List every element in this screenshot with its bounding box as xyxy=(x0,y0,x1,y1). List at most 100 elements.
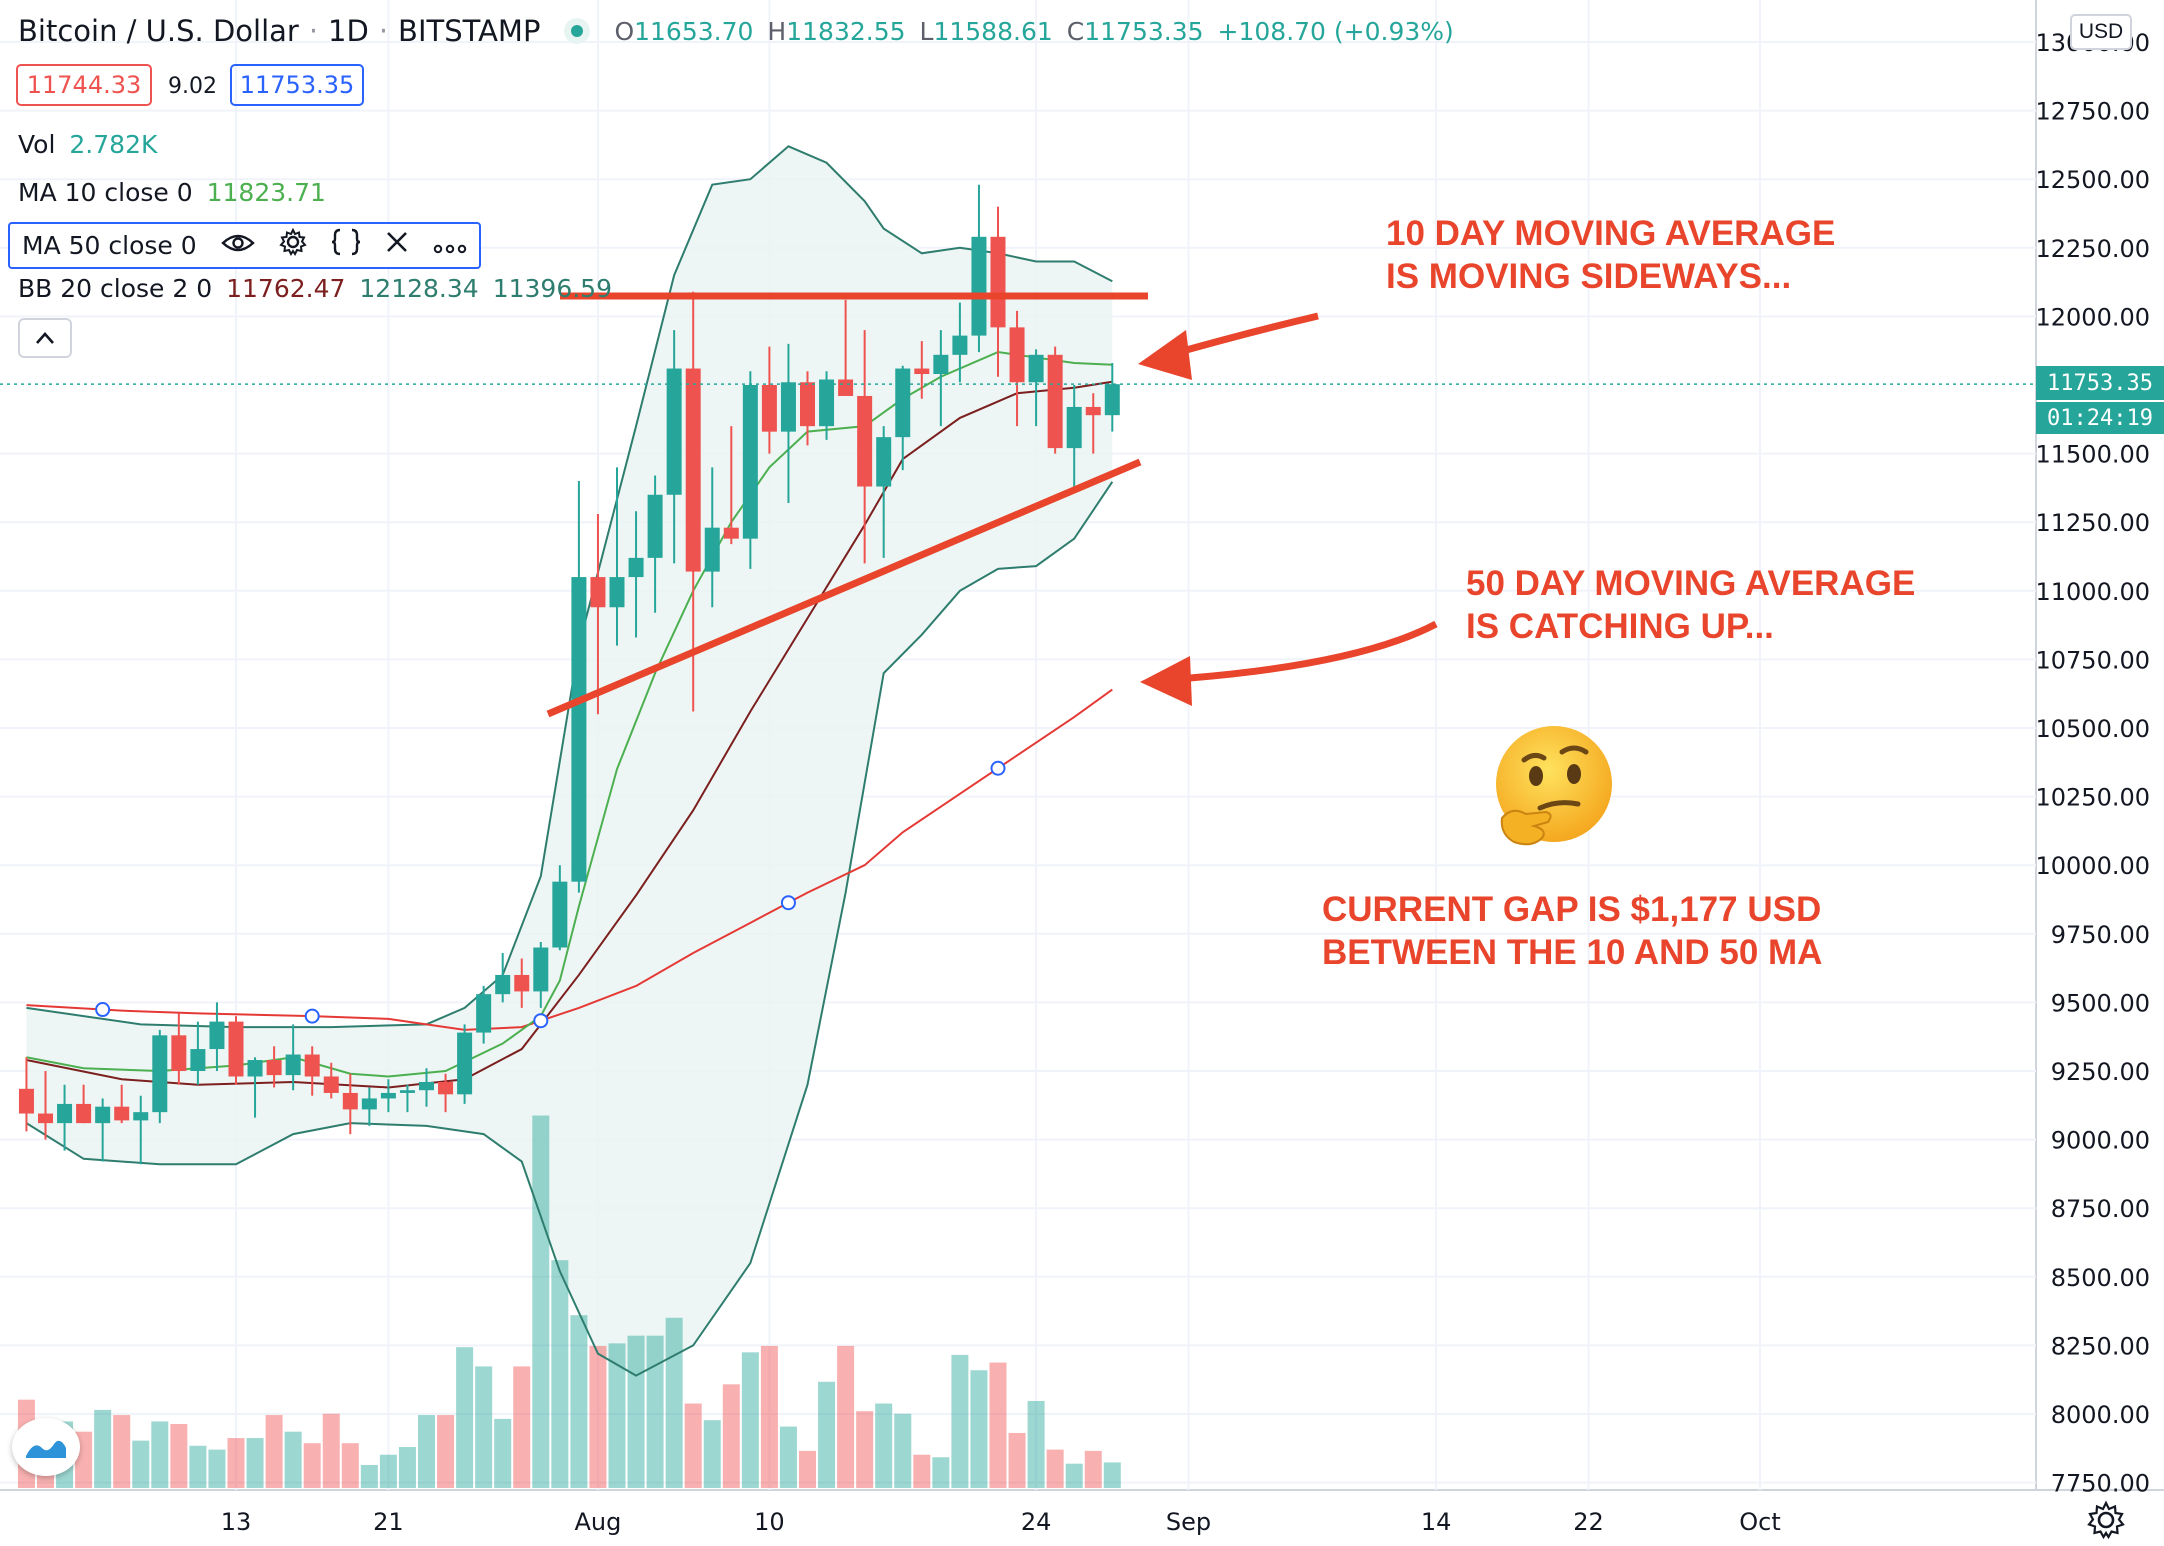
volume-bar xyxy=(151,1421,169,1488)
candle-body xyxy=(476,994,492,1033)
price-tick-label: 12750.00 xyxy=(2035,98,2150,126)
candle xyxy=(419,1068,434,1107)
volume-bar xyxy=(360,1464,378,1488)
candle-body xyxy=(38,1113,53,1124)
ma10-legend[interactable]: MA 10 close 0 11823.71 xyxy=(18,178,326,207)
spread-value: 9.02 xyxy=(168,74,217,99)
volume-bar xyxy=(646,1335,664,1488)
candle xyxy=(266,1046,282,1088)
braces-icon[interactable] xyxy=(331,228,361,263)
ma50-marker xyxy=(533,1013,549,1029)
candle xyxy=(647,475,663,613)
annotation-gap-line1: CURRENT GAP IS $1,177 USD xyxy=(1322,890,1822,929)
time-axis: 13 21 Aug 10 24 Sep 14 22 Oct xyxy=(221,1508,1781,1536)
chart-settings-gear-icon[interactable] xyxy=(2086,1500,2126,1540)
open-value: O11653.70 xyxy=(614,16,754,46)
bb-lower-value: 11396.59 xyxy=(492,274,612,303)
candle-body xyxy=(1104,384,1120,416)
candle-body xyxy=(952,335,968,355)
volume-value: 2.782K xyxy=(69,130,158,159)
candle xyxy=(609,467,625,646)
candle-body xyxy=(780,382,796,432)
volume-bar xyxy=(437,1415,455,1488)
ma10-value: 11823.71 xyxy=(206,178,326,207)
volume-legend[interactable]: Vol 2.782K xyxy=(18,130,157,159)
candle xyxy=(628,511,644,638)
candle-body xyxy=(800,382,815,427)
candle-body xyxy=(571,577,587,882)
candle xyxy=(1047,346,1063,454)
candle-body xyxy=(628,557,644,578)
price-tick-label: 9500.00 xyxy=(2051,989,2150,1017)
candle xyxy=(819,371,835,440)
gear-icon[interactable] xyxy=(278,227,307,263)
close-value: C11753.35 xyxy=(1066,16,1204,46)
candle xyxy=(18,1057,34,1132)
volume-bar xyxy=(875,1403,893,1488)
candle-body xyxy=(971,236,987,336)
volume-bar xyxy=(951,1354,969,1488)
price-tick-label: 12000.00 xyxy=(2035,303,2150,331)
candle xyxy=(971,184,987,353)
candle-body xyxy=(133,1112,149,1121)
more-icon[interactable] xyxy=(433,231,467,261)
close-icon[interactable] xyxy=(385,230,409,261)
candle-body xyxy=(647,494,663,558)
candle-body xyxy=(838,379,854,396)
separator: · xyxy=(308,14,319,48)
candle-body xyxy=(723,527,739,539)
candle-body xyxy=(895,368,911,438)
candle-body xyxy=(76,1103,92,1124)
candle xyxy=(857,330,873,564)
ma50-line xyxy=(26,688,1113,1031)
currency-selector[interactable]: USD xyxy=(2070,14,2132,50)
volume-bar xyxy=(703,1420,721,1488)
price-tick-label: 12250.00 xyxy=(2035,235,2150,263)
ma50-legend[interactable]: MA 50 close 0 xyxy=(8,222,481,269)
sell-price-button[interactable]: 11744.33 xyxy=(16,64,152,106)
candle-body xyxy=(399,1090,415,1093)
symbol-name[interactable]: Bitcoin / U.S. Dollar xyxy=(18,14,299,48)
candle xyxy=(1085,393,1101,454)
bollinger-band-area xyxy=(26,146,1113,1376)
buy-price-button[interactable]: 11753.35 xyxy=(230,64,364,106)
candle xyxy=(361,1087,377,1126)
ma50-label: MA 50 close 0 xyxy=(22,231,197,260)
candle-body xyxy=(685,368,701,572)
volume-bar xyxy=(113,1415,131,1488)
eye-icon[interactable] xyxy=(220,231,255,261)
candle-body xyxy=(285,1054,301,1076)
candle-body xyxy=(514,974,530,992)
volume-bar xyxy=(1008,1432,1026,1488)
volume-label: Vol xyxy=(18,130,56,159)
candle-body xyxy=(590,577,606,608)
volume-bar xyxy=(665,1317,683,1488)
price-tick-label: 7750.00 xyxy=(2051,1470,2150,1498)
candle-body xyxy=(457,1032,473,1095)
candle-body xyxy=(666,368,682,495)
price-tick-label: 12500.00 xyxy=(2035,166,2150,194)
annotation-10ma-line1: 10 DAY MOVING AVERAGE xyxy=(1386,214,1836,253)
candle xyxy=(476,985,492,1044)
candle xyxy=(380,1079,396,1113)
price-tick-label: 11250.00 xyxy=(2035,509,2150,537)
arrow-50ma-shaft xyxy=(1189,620,1438,682)
candle xyxy=(38,1071,53,1140)
volume-bar xyxy=(684,1403,702,1488)
candle xyxy=(1066,385,1082,487)
candle-body xyxy=(304,1054,320,1077)
bollinger-legend[interactable]: BB 20 close 2 0 11762.47 12128.34 11396.… xyxy=(18,274,612,303)
collapse-legend-button[interactable] xyxy=(18,318,72,358)
candle-body xyxy=(114,1106,130,1121)
candle-body xyxy=(1009,327,1025,383)
interval[interactable]: 1D xyxy=(328,14,369,48)
candle xyxy=(685,291,701,712)
time-tick-label: Oct xyxy=(1739,1508,1781,1536)
price-tick-label: 10750.00 xyxy=(2035,646,2150,674)
volume-bar xyxy=(551,1260,569,1488)
candle-body xyxy=(171,1035,187,1071)
annotation-50ma: 50 DAY MOVING AVERAGE IS CATCHING UP... xyxy=(1466,562,1915,648)
volume-bar xyxy=(627,1335,645,1488)
tradingview-logo-icon[interactable] xyxy=(12,1418,80,1476)
